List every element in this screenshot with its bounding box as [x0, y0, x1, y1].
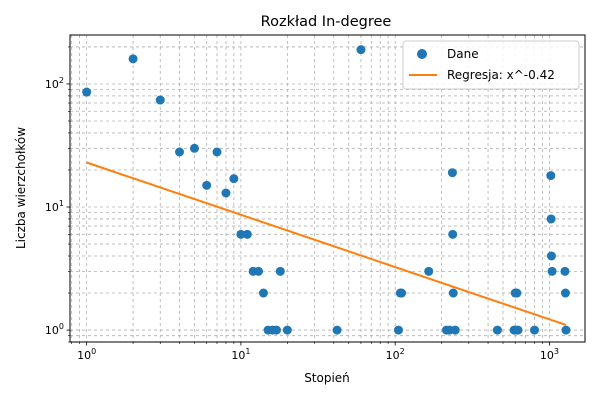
data-point — [212, 147, 222, 157]
data-point — [447, 168, 457, 178]
data-point — [547, 266, 557, 276]
data-point — [229, 174, 239, 184]
y-tick-label: 100 — [45, 322, 64, 337]
x-tick-label: 100 — [77, 347, 96, 362]
data-point — [448, 229, 458, 239]
data-point — [242, 229, 252, 239]
x-axis-label: Stopień — [304, 371, 350, 385]
data-point — [202, 180, 212, 190]
data-point — [356, 45, 366, 55]
data-point — [492, 325, 502, 335]
data-point — [546, 171, 556, 181]
data-point — [332, 325, 342, 335]
data-point — [512, 288, 522, 298]
legend-label-regression: Regresja: x^-0.42 — [447, 68, 555, 82]
data-point — [546, 214, 556, 224]
chart-title: Rozkład In-degree — [261, 14, 392, 30]
data-point — [128, 54, 138, 64]
data-point — [513, 325, 523, 335]
data-point — [560, 288, 570, 298]
data-point — [546, 251, 556, 261]
data-point — [221, 188, 231, 198]
x-tick-label: 102 — [386, 347, 405, 362]
y-tick-label: 101 — [45, 199, 64, 214]
data-point — [529, 325, 539, 335]
data-point — [393, 325, 403, 335]
data-point — [560, 266, 570, 276]
data-point — [275, 266, 285, 276]
axis-ticks: 100 101 102 103 100 101 102 — [45, 46, 559, 362]
data-point — [253, 266, 263, 276]
data-point — [236, 229, 246, 239]
x-tick-label: 101 — [231, 347, 250, 362]
data-point — [175, 147, 185, 157]
data-point — [271, 325, 281, 335]
legend-marker-data — [417, 49, 427, 59]
data-point — [82, 87, 92, 97]
data-point — [561, 325, 571, 335]
regression-line — [86, 161, 567, 326]
data-point — [155, 95, 165, 105]
x-tick-label: 103 — [540, 347, 559, 362]
data-point — [258, 288, 268, 298]
y-axis-label: Liczba wierzchołków — [14, 127, 28, 249]
y-tick-label: 102 — [45, 76, 64, 91]
plot-series — [82, 45, 571, 335]
data-point — [397, 288, 407, 298]
data-point — [189, 143, 199, 153]
data-point — [424, 266, 434, 276]
legend-label-data: Dane — [447, 47, 479, 61]
data-point — [448, 288, 458, 298]
data-point — [282, 325, 292, 335]
data-point — [450, 325, 460, 335]
plot-frame — [69, 34, 586, 343]
legend-box — [402, 40, 580, 90]
legend: Dane Regresja: x^-0.42 — [402, 40, 580, 90]
